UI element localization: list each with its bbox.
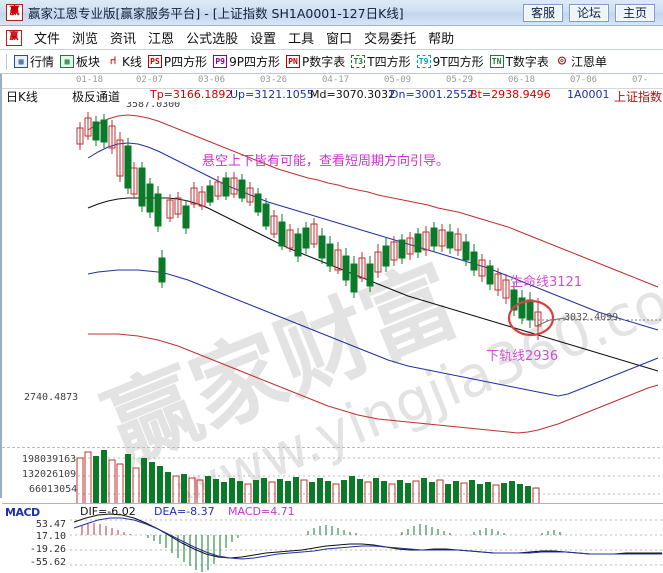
indicator-bt: Bt=2938.9496 [470, 88, 551, 101]
menu-item-gann[interactable]: 江恩 [148, 32, 175, 47]
toolbar-button-t-number-table[interactable]: TN T数字表 [487, 52, 552, 72]
app-logo-icon: 赢 [6, 4, 23, 21]
menu-item-formula-stock-pick[interactable]: 公式选股 [186, 32, 239, 47]
cursor-price-label: 3032.4099 [564, 312, 619, 323]
menu-item-settings[interactable]: 设置 [250, 32, 277, 47]
toolbar-label-kline: K线 [122, 55, 142, 69]
toolbar-label-t-number-table: T数字表 [505, 55, 549, 69]
macd-scale-2: -19.26 [29, 544, 66, 555]
lifeline-annotation: 生命线3121 [510, 275, 583, 290]
macd-chart-svg [70, 513, 663, 572]
volume-pane[interactable]: 198039163 132026109 66013054 [2, 447, 663, 504]
toolbar-label-p-square: P四方形 [163, 55, 208, 69]
toolbar-button-kline[interactable]: ⑁ K线 [103, 52, 145, 72]
price-chart-svg [76, 112, 663, 434]
t9-square-icon: T9 [416, 55, 431, 68]
window-title: 赢家江恩专业版[赢家服务平台] - [上证指数 SH1A0001-127日K线] [28, 6, 404, 21]
macd-scale-0: 53.47 [35, 519, 66, 530]
quote-grid-icon: ▦ [14, 55, 28, 68]
menu-item-browse[interactable]: 浏览 [72, 32, 99, 47]
gann-wheel-icon: ◎ [558, 53, 566, 68]
toolbar-separator [6, 53, 7, 70]
toolbar-label-quote: 行情 [30, 55, 55, 69]
volume-label-high: 198039163 [22, 454, 77, 465]
macd-scale-3: -55.62 [29, 557, 66, 568]
date-tick-5: 05-09 [384, 75, 412, 85]
indicator-name: 极反通道 [72, 90, 121, 104]
p9-square-icon: P9 [213, 55, 228, 68]
price-label-low: 2740.4873 [24, 392, 79, 403]
price-label-high: 3587.0300 [126, 102, 181, 110]
volume-label-low: 66013054 [29, 484, 78, 495]
toolbar-button-t-square[interactable]: T3 T四方形 [348, 52, 413, 72]
chart-area[interactable]: 01-18 02-07 03-06 03-26 04-17 05-09 05-2… [0, 74, 663, 572]
date-tick-4: 04-17 [322, 75, 350, 85]
toolbar-button-gann[interactable]: ◎ 江恩单 [552, 52, 610, 72]
toolbar-button-quote[interactable]: ▦ 行情 [11, 52, 57, 72]
symbol-name: 上证指数 [614, 90, 663, 104]
date-axis: 01-18 02-07 03-06 03-26 04-17 05-09 05-2… [2, 74, 663, 89]
toolbar-button-p-square[interactable]: PS P四方形 [145, 52, 210, 72]
menu-item-tools[interactable]: 工具 [288, 32, 315, 47]
date-tick-6: 05-29 [446, 75, 474, 85]
date-tick-0: 01-18 [76, 75, 104, 85]
symbol-code: 1A0001 [567, 88, 610, 101]
toolbar-label-9p-square: 9P四方形 [229, 55, 281, 69]
menu-item-trade-order[interactable]: 交易委托 [364, 32, 417, 47]
date-tick-3: 03-26 [260, 75, 288, 85]
menu-logo-icon: 赢 [6, 29, 22, 46]
toolbar-label-gann: 江恩单 [570, 55, 607, 69]
macd-scale-1: 17.10 [35, 531, 66, 542]
date-tick-7: 06-18 [508, 75, 536, 85]
menu-item-help[interactable]: 帮助 [428, 32, 455, 47]
title-bar-buttons: 客服 论坛 主页 [523, 3, 659, 22]
toolbar-button-block[interactable]: ▩ 板块 [57, 52, 103, 72]
toolbar-label-p-number-table: P数字表 [302, 55, 346, 69]
date-tick-2: 03-06 [198, 75, 226, 85]
price-pane[interactable]: 3587.0300 2740.4873 悬空上下皆有可能，查看短周期方向引导。 … [2, 102, 663, 447]
toolbar-button-9p-square[interactable]: P9 9P四方形 [210, 52, 283, 72]
menu-item-file[interactable]: 文件 [34, 32, 61, 47]
ps-square-icon: PS [147, 55, 162, 68]
menu-item-window[interactable]: 窗口 [326, 32, 353, 47]
block-sector-icon: ▩ [60, 55, 75, 68]
macd-pane[interactable]: MACD DIF=-6.02 DEA=-8.37 MACD=4.71 [2, 503, 663, 573]
toolbar-button-p-number-table[interactable]: PN P数字表 [283, 52, 348, 72]
homepage-button[interactable]: 主页 [615, 3, 655, 22]
indicator-dn: Dn=3001.2552 [390, 88, 475, 101]
date-tick-1: 02-07 [136, 75, 164, 85]
customer-service-button[interactable]: 客服 [523, 3, 563, 22]
toolbar-button-9t-square[interactable]: T9 9T四方形 [414, 52, 487, 72]
toolbar-label-9t-square: 9T四方形 [432, 55, 484, 69]
indicator-up: Up=3121.1055 [230, 88, 314, 101]
indicator-md: Md=3070.3032 [310, 88, 396, 101]
lower-rail-annotation: 下轨线2936 [486, 349, 559, 364]
toolbar-label-block: 板块 [76, 55, 101, 69]
volume-chart-svg [76, 450, 663, 504]
kline-icon: ⑁ [109, 54, 117, 67]
tn-number-icon: TN [489, 55, 504, 68]
indicator-tp: Tp=3166.1892 [150, 88, 233, 101]
top-note-annotation: 悬空上下皆有可能，查看短周期方向引导。 [202, 154, 450, 169]
menu-item-news[interactable]: 资讯 [110, 32, 137, 47]
date-tick-8: 07-06 [570, 75, 598, 85]
t3-square-icon: T3 [351, 55, 366, 68]
forum-button[interactable]: 论坛 [569, 3, 609, 22]
kline-mode-label: 日K线 [6, 90, 38, 104]
tool-bar: ▦ 行情 ▩ 板块 ⑁ K线 PS P四方形 P9 9P四方形 PN P数字表 … [0, 50, 663, 74]
indicator-info-line: 极反通道 Tp=3166.1892 Up=3121.1055 Md=3070.3… [2, 88, 663, 104]
pn-number-icon: PN [286, 55, 301, 68]
date-tick-9: 07- [632, 75, 649, 85]
menu-bar: 赢 文件 浏览 资讯 江恩 公式选股 设置 工具 窗口 交易委托 帮助 [0, 26, 663, 50]
volume-label-mid: 132026109 [22, 469, 77, 480]
title-bar: 赢 赢家江恩专业版[赢家服务平台] - [上证指数 SH1A0001-127日K… [0, 0, 663, 26]
toolbar-label-t-square: T四方形 [367, 55, 411, 69]
